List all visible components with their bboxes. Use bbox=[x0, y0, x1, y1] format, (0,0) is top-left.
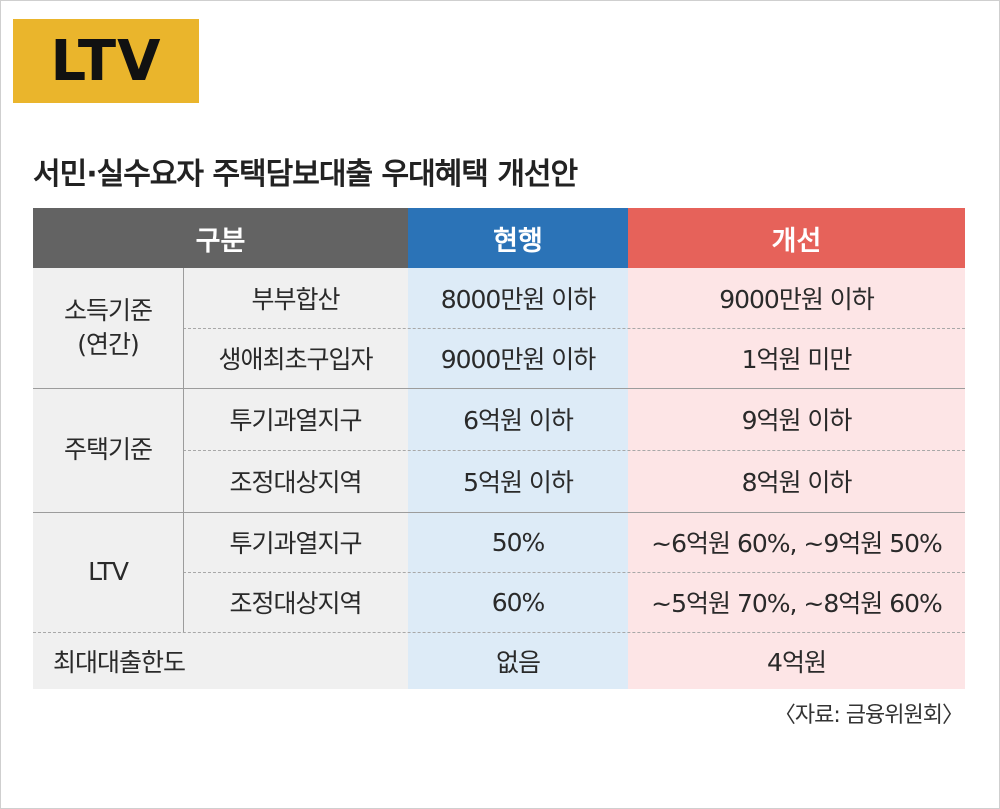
improved-value: ~5억원 70%, ~8억원 60% bbox=[651, 589, 943, 618]
group-label-housing: 주택기준 bbox=[63, 435, 153, 464]
current-value: 8000만원 이하 bbox=[440, 285, 597, 314]
max-loan-current: 없음 bbox=[495, 647, 541, 677]
comparison-table: 구분 현행 개선 소득기준 (연간) 부부합산 8000만원 이하 9000만원… bbox=[33, 208, 965, 689]
max-loan-improved: 4억원 bbox=[767, 647, 827, 677]
badge-text: LTV bbox=[50, 28, 162, 94]
header-category: 구분 bbox=[33, 208, 408, 268]
group-separator bbox=[33, 512, 965, 513]
sub-label: 조정대상지역 bbox=[229, 468, 362, 497]
sub-label: 조정대상지역 bbox=[229, 589, 362, 618]
group-separator bbox=[33, 388, 965, 389]
row-separator bbox=[183, 328, 965, 329]
column-divider bbox=[183, 268, 184, 632]
sub-label: 부부합산 bbox=[251, 285, 340, 314]
group-label-income: 소득기준 (연간) bbox=[33, 268, 183, 388]
current-value: 9000만원 이하 bbox=[440, 345, 597, 374]
group-label-ltv: LTV bbox=[88, 557, 129, 586]
improved-value: 8억원 이하 bbox=[741, 468, 853, 497]
group-separator bbox=[33, 632, 965, 633]
sub-label: 투기과열지구 bbox=[229, 529, 362, 558]
sub-label: 생애최초구입자 bbox=[218, 345, 373, 374]
current-value: 60% bbox=[491, 587, 546, 617]
source-note: 〈자료: 금융위원회〉 bbox=[773, 703, 964, 728]
improved-value: ~6억원 60%, ~9억원 50% bbox=[651, 529, 943, 558]
improved-value: 9억원 이하 bbox=[741, 406, 853, 435]
group-label-line2: (연간) bbox=[77, 330, 140, 359]
current-value: 5억원 이하 bbox=[463, 468, 574, 497]
max-loan-label: 최대대출한도 bbox=[53, 647, 186, 677]
row-separator bbox=[183, 572, 965, 573]
current-value: 50% bbox=[491, 527, 546, 557]
improved-column-bg bbox=[628, 268, 965, 689]
header-current: 현행 bbox=[408, 208, 628, 268]
group-label-line1: 소득기준 bbox=[63, 296, 153, 325]
page-title: 서민·실수요자 주택담보대출 우대혜택 개선안 bbox=[33, 157, 578, 192]
row-separator bbox=[183, 450, 965, 451]
current-value: 6억원 이하 bbox=[463, 406, 574, 435]
sub-label: 투기과열지구 bbox=[229, 406, 362, 435]
improved-value: 9000만원 이하 bbox=[719, 285, 875, 314]
current-column-bg bbox=[408, 268, 628, 689]
category-column-bg bbox=[33, 268, 408, 689]
ltv-badge: LTV bbox=[13, 19, 199, 103]
improved-value: 1억원 미만 bbox=[741, 345, 853, 374]
header-improved: 개선 bbox=[628, 208, 965, 268]
